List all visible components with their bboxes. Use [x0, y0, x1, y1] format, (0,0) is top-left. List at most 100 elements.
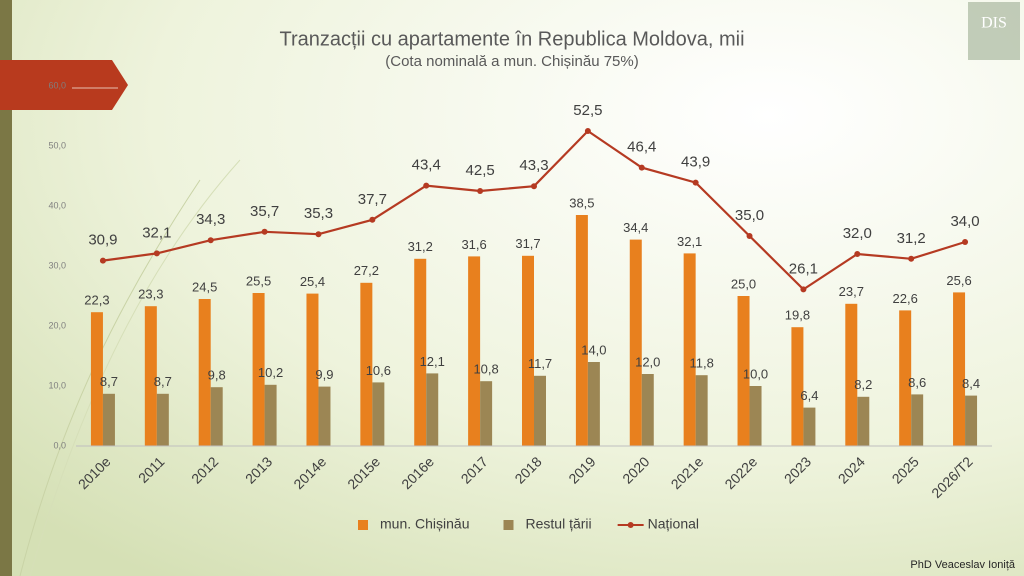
value-label: 43,9 [681, 154, 710, 171]
bar [695, 375, 708, 446]
bar [534, 375, 546, 446]
value-label: 10,8 [473, 362, 498, 377]
chart-subtitle: (Cota nominală a mun. Chișinău 75%) [385, 53, 638, 70]
bar [911, 394, 924, 446]
value-label: 8,7 [154, 374, 172, 389]
line-point [99, 257, 106, 264]
value-label: 12,0 [635, 354, 660, 369]
value-label: 9,9 [315, 367, 333, 382]
line-point [908, 255, 915, 262]
y-tick-label: 0,0 [53, 440, 66, 450]
bar [360, 282, 373, 446]
bar [426, 373, 439, 446]
value-label: 10,6 [366, 363, 391, 378]
side-stripe [0, 0, 12, 576]
bar [102, 393, 115, 446]
value-label: 31,7 [515, 236, 540, 251]
bar [641, 374, 654, 446]
bar [264, 384, 277, 446]
bar [90, 312, 103, 446]
line-point [315, 231, 322, 238]
value-label: 8,2 [854, 377, 872, 392]
line-point [369, 216, 376, 223]
legend-label: mun. Chișinău [380, 516, 470, 532]
line-point [423, 182, 430, 189]
bar [522, 255, 534, 446]
bar [965, 395, 978, 446]
value-label: 37,7 [358, 191, 387, 208]
value-label: 23,7 [839, 284, 864, 299]
bar [803, 407, 816, 446]
value-label: 26,1 [789, 260, 818, 277]
value-label: 46,4 [627, 139, 656, 156]
value-label: 14,0 [581, 342, 606, 357]
legend-swatch [503, 520, 514, 530]
y-tick-label: 50,0 [48, 140, 66, 150]
value-label: 24,5 [192, 279, 217, 294]
bar [318, 386, 331, 446]
value-label: 32,1 [142, 224, 171, 241]
line-point [800, 286, 807, 293]
logo: DIS [981, 15, 1007, 32]
value-label: 22,6 [893, 291, 918, 306]
line-point [584, 128, 591, 134]
bar [737, 296, 750, 446]
value-label: 42,5 [466, 162, 495, 179]
legend-label: Restul țării [526, 516, 592, 532]
value-label: 27,2 [354, 263, 379, 278]
y-tick-label: 40,0 [48, 200, 66, 210]
line-point [477, 188, 484, 194]
value-label: 30,9 [88, 232, 117, 249]
legend-label: Național [648, 516, 699, 532]
author: PhD Veaceslav Ioniță [910, 559, 1015, 571]
bar [156, 393, 169, 446]
value-label: 25,6 [946, 273, 971, 288]
bar [372, 382, 385, 446]
bar [198, 299, 211, 446]
line-point [854, 251, 861, 257]
line-point [746, 233, 753, 239]
value-label: 32,0 [843, 225, 872, 242]
value-label: 8,4 [962, 376, 980, 391]
y-tick-label: 20,0 [48, 320, 66, 330]
legend-swatch [627, 522, 634, 528]
y-tick-label: 30,0 [48, 260, 66, 270]
value-label: 35,7 [250, 203, 279, 220]
value-label: 31,2 [408, 239, 433, 254]
value-label: 34,4 [623, 220, 648, 235]
bar [468, 256, 481, 446]
bar [210, 387, 223, 446]
value-label: 43,4 [412, 157, 441, 174]
bar [480, 381, 493, 446]
line-point [207, 237, 214, 244]
line-point [638, 164, 645, 171]
value-label: 8,6 [908, 375, 926, 390]
bar [414, 258, 427, 446]
logo-box [968, 2, 1020, 60]
bar [144, 306, 157, 446]
bar [683, 253, 696, 446]
value-label: 38,5 [569, 195, 594, 210]
bar [575, 215, 588, 446]
value-label: 12,1 [420, 354, 445, 369]
legend-swatch [358, 520, 368, 530]
banner [0, 60, 128, 110]
value-label: 22,3 [84, 293, 109, 308]
bar [629, 239, 642, 446]
value-label: 35,3 [304, 205, 333, 222]
value-label: 19,8 [785, 308, 810, 323]
value-label: 52,5 [573, 102, 602, 119]
value-label: 35,0 [735, 207, 764, 224]
bar [587, 362, 600, 446]
bar [252, 293, 265, 446]
value-label: 11,7 [528, 356, 552, 371]
value-label: 34,0 [950, 213, 979, 230]
value-label: 34,3 [196, 211, 225, 228]
value-label: 10,0 [743, 366, 768, 381]
line-point [962, 239, 969, 245]
value-label: 25,5 [246, 273, 271, 288]
bar [953, 292, 966, 446]
value-label: 11,8 [689, 356, 713, 371]
